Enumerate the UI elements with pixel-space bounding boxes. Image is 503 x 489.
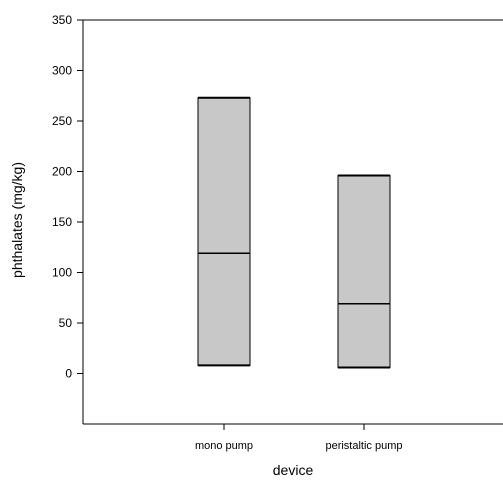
- y-tick-label: 350: [52, 13, 72, 27]
- y-axis-label: phthalates (mg/kg): [9, 162, 25, 278]
- y-tick-label: 200: [52, 165, 72, 179]
- box-mark: [337, 175, 391, 368]
- y-tick-label: 50: [59, 316, 73, 330]
- x-tick-label: mono pump: [195, 440, 253, 452]
- y-tick-label: 100: [52, 266, 72, 280]
- y-axis: 0 50 100 150 200 250 300 350: [52, 13, 83, 381]
- x-axis-label: device: [273, 462, 314, 478]
- plot-area: [82, 19, 503, 425]
- y-tick-label: 300: [52, 64, 72, 78]
- y-tick-label: 0: [65, 367, 72, 381]
- box-series: [197, 96, 391, 369]
- x-axis: mono pump peristaltic pump: [195, 424, 403, 452]
- box-mark: [197, 97, 251, 366]
- x-tick-label: peristaltic pump: [325, 440, 402, 452]
- y-tick-label: 250: [52, 114, 72, 128]
- y-tick-label: 150: [52, 215, 72, 229]
